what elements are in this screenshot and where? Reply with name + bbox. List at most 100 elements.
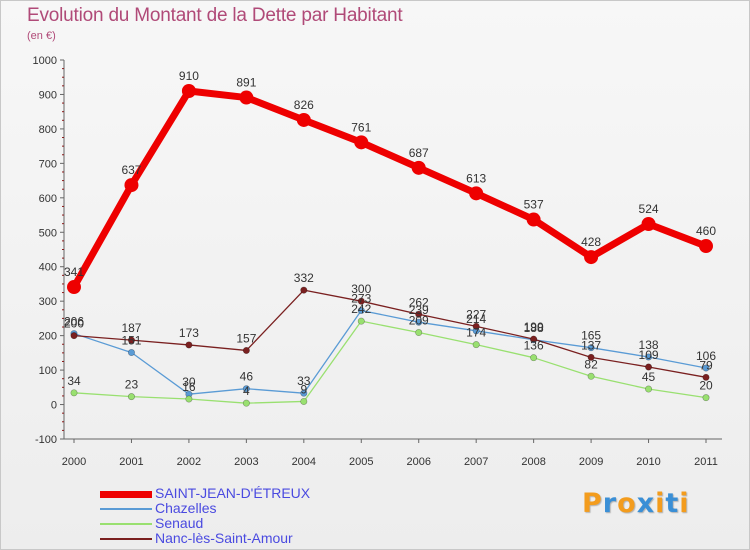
data-label: 428 [581,235,601,249]
y-tick-label: 0 [51,400,57,412]
data-point [641,217,656,232]
y-tick-label: 300 [39,296,57,308]
data-point [415,329,423,337]
logo-letter: P [582,488,603,519]
data-label: 524 [639,202,659,216]
data-point [702,394,710,402]
data-point [526,212,541,227]
data-point [242,399,250,407]
data-point [127,393,135,401]
legend-label: Chazelles [155,500,217,516]
data-point [530,354,538,362]
logo-letter: o [617,488,637,519]
data-label: 136 [524,339,544,353]
data-label: 16 [182,380,196,394]
x-tick-label: 2010 [636,456,660,468]
data-label: 273 [351,291,371,305]
y-tick-label: -100 [35,434,57,446]
data-label: 187 [121,321,141,335]
data-point [472,322,480,330]
y-tick-label: 1000 [33,55,57,67]
data-label: 137 [581,338,601,352]
data-point [469,186,484,201]
y-tick-label: 100 [39,365,57,377]
logo-letter: x [636,488,656,519]
data-label: 206 [64,315,84,329]
data-label: 687 [409,146,429,160]
data-label: 227 [466,307,486,321]
data-point [181,84,196,99]
x-tick-label: 2001 [119,456,143,468]
data-label: 9 [300,382,307,396]
data-label: 46 [240,370,254,384]
data-point [354,135,369,150]
data-point [127,336,135,344]
logo-letter: i [655,488,666,519]
data-label: 300 [351,282,371,296]
data-point [70,389,78,397]
logo-letter: i [679,488,690,519]
data-label: 23 [125,378,139,392]
data-point [411,160,426,175]
data-label: 109 [639,348,659,362]
series-line [73,320,707,404]
data-point [415,310,423,318]
y-tick-label: 900 [39,89,57,101]
data-point [699,239,713,254]
series-layer [67,84,713,407]
axes: -100 0 100 200 300 400 500 600 700 800 900 1000 2000… [33,55,722,468]
data-point [296,112,311,127]
data-point [242,346,250,354]
data-label: 82 [584,357,598,371]
data-label: 341 [64,265,84,279]
data-point [472,341,480,349]
legend-label: SAINT-JEAN-D'ÉTREUX [155,485,311,501]
data-point [127,349,135,357]
data-label: 188 [524,321,544,335]
data-label: 4 [243,384,250,398]
data-point [587,344,595,352]
data-point [357,317,365,325]
data-label: 174 [466,326,486,340]
data-point [300,389,308,397]
data-label: 106 [696,349,716,363]
y-tick-label: 800 [39,124,57,136]
series-line [70,87,710,291]
x-tick-label: 2011 [694,456,718,468]
data-point [70,332,78,340]
data-point [587,353,595,361]
data-point [645,353,653,361]
data-label: 826 [294,98,314,112]
legend-label: Nanc-lès-Saint-Amour [155,530,293,546]
data-point [587,372,595,380]
proxiti-logo: Proxiti [582,488,690,519]
data-label: 239 [409,303,429,317]
data-label: 242 [351,302,371,316]
y-tick-label: 700 [39,158,57,170]
data-point [357,306,365,314]
data-label: 910 [179,69,199,83]
data-point [702,364,710,372]
data-point [185,341,193,349]
data-label: 33 [297,374,311,388]
data-label: 79 [699,358,713,372]
data-point [242,385,250,393]
x-tick-label: 2003 [234,456,258,468]
data-label: 637 [121,163,141,177]
legend-swatch [100,508,152,510]
data-label: 209 [409,314,429,328]
x-tick-label: 2008 [521,456,545,468]
data-label: 214 [466,312,486,326]
y-tick-label: 200 [39,331,57,343]
data-point [702,373,710,381]
legend-label: Senaud [155,515,204,531]
data-point [584,250,599,265]
data-point [530,335,538,343]
data-label: 34 [67,374,81,388]
data-label: 20 [699,379,713,393]
x-tick-label: 2005 [349,456,373,468]
series-line [73,309,707,395]
data-label: 460 [696,224,716,238]
